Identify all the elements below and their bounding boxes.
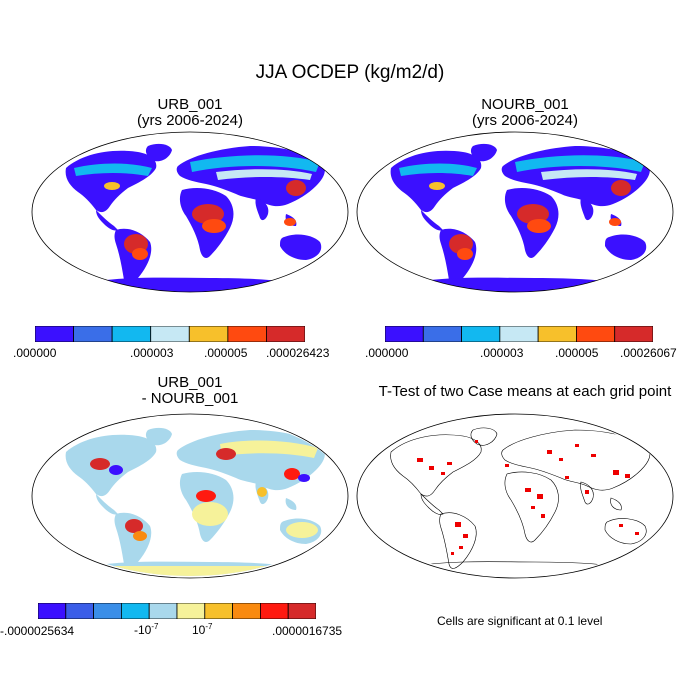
diff-india-orange xyxy=(257,487,267,497)
panel-title-diff-line1: URB_001 xyxy=(157,374,223,391)
colorbar-swatch xyxy=(111,325,152,343)
diff-china-red xyxy=(284,468,300,480)
panel-title-urb-line2: (yrs 2006-2024) xyxy=(137,112,243,129)
colorbar-urb-svg xyxy=(34,325,306,343)
panel-title-urb: URB_001 (yrs 2006-2024) xyxy=(40,97,340,129)
nourb-asia-pale-band xyxy=(541,169,637,180)
map-nourb-svg xyxy=(356,131,674,293)
diff-europe-red xyxy=(216,448,236,460)
diff-africa-yellow xyxy=(192,502,228,526)
urb-asia-boreal-band xyxy=(190,155,320,172)
colorbar-swatch xyxy=(287,602,317,620)
colorbar-swatch xyxy=(576,325,616,343)
colorbar-swatch xyxy=(422,325,462,343)
significant-cells xyxy=(417,440,639,555)
colorbar-diff-svg xyxy=(37,602,317,620)
colorbar-nourb-label-2: .000005 xyxy=(555,346,599,360)
colorbar-urb-label-1: .000003 xyxy=(130,346,174,360)
colorbar-urb xyxy=(34,325,306,343)
colorbar-swatch xyxy=(259,602,289,620)
colorbar-diff-label-3: .0000016735 xyxy=(272,624,343,638)
panel-title-nourb-line1: NOURB_001 xyxy=(481,96,569,113)
colorbar-swatch xyxy=(150,325,190,343)
urb-boreal-band xyxy=(74,163,152,176)
colorbar-swatch xyxy=(65,602,94,620)
diff-us-blue xyxy=(109,465,123,475)
colorbar-swatch xyxy=(188,325,229,343)
nourb-us-spot xyxy=(429,182,445,190)
diff-amazon-orange xyxy=(133,531,147,541)
map-ttest-svg xyxy=(356,413,674,579)
nourb-se-asia-hotspot xyxy=(609,218,621,226)
diff-china-blue xyxy=(298,474,310,482)
colorbar-nourb-label-3: .00026067 xyxy=(620,346,677,360)
diff-africa-red xyxy=(196,490,216,502)
colorbar-swatch xyxy=(34,325,74,343)
colorbar-diff-label-1: -10-7 xyxy=(134,622,158,637)
panel-title-nourb: NOURB_001 (yrs 2006-2024) xyxy=(375,97,675,129)
colorbar-swatch xyxy=(204,602,234,620)
map-diff-svg xyxy=(31,413,349,579)
colorbar-diff xyxy=(37,602,317,620)
panel-title-nourb-line2: (yrs 2006-2024) xyxy=(472,112,578,129)
significance-note: Cells are significant at 0.1 level xyxy=(437,614,603,628)
urb-china-hotspot xyxy=(286,180,306,196)
panel-title-diff-line2: - NOURB_001 xyxy=(141,390,239,407)
figure-title: JJA OCDEP (kg/m2/d) xyxy=(255,62,445,83)
colorbar-diff-label-2-exp: -7 xyxy=(205,622,213,631)
colorbar-nourb-label-0: .000000 xyxy=(365,346,409,360)
colorbar-swatch xyxy=(232,602,261,620)
colorbar-swatch xyxy=(37,602,67,620)
colorbar-nourb-label-1: .000003 xyxy=(480,346,524,360)
urb-se-asia-hotspot xyxy=(284,218,296,226)
colorbar-swatch xyxy=(176,602,206,620)
map-urb xyxy=(30,130,350,296)
nourb-asia-boreal-band xyxy=(515,155,645,172)
diff-asia-yellow xyxy=(220,440,318,458)
colorbar-diff-label-2: 10-7 xyxy=(192,622,212,637)
colorbar-diff-label-2-base: 10 xyxy=(192,623,206,637)
nourb-africa-hotspot xyxy=(517,204,549,224)
panel-title-ttest: T-Test of two Case means at each grid po… xyxy=(378,383,672,400)
urb-africa-orange xyxy=(202,219,226,233)
colorbar-swatch xyxy=(266,325,306,343)
colorbar-swatch xyxy=(121,602,150,620)
map-ttest xyxy=(355,410,675,586)
colorbar-swatch xyxy=(227,325,267,343)
colorbar-swatch xyxy=(614,325,654,343)
colorbar-urb-label-3: .000026423 xyxy=(266,346,330,360)
colorbar-diff-label-1-exp: -7 xyxy=(151,622,159,631)
diff-us-red xyxy=(90,458,110,470)
diff-amazon-red xyxy=(125,519,143,533)
urb-amazon-orange xyxy=(132,248,148,260)
nourb-africa-orange xyxy=(527,219,551,233)
diff-aus-yellow xyxy=(286,522,318,538)
colorbar-urb-label-0: .000000 xyxy=(13,346,57,360)
colorbar-swatch xyxy=(461,325,501,343)
colorbar-swatch xyxy=(148,602,178,620)
colorbar-swatch xyxy=(537,325,577,343)
panel-title-urb-line1: URB_001 xyxy=(157,96,223,113)
colorbar-swatch xyxy=(93,602,122,620)
colorbar-diff-label-1-base: -10 xyxy=(134,623,152,637)
colorbar-nourb-svg xyxy=(384,325,654,343)
map-urb-svg xyxy=(31,131,349,293)
colorbar-diff-label-0: -.0000025634 xyxy=(0,624,75,638)
urb-asia-pale-band xyxy=(216,169,312,180)
map-diff xyxy=(30,410,350,586)
colorbar-swatch xyxy=(499,325,539,343)
nourb-china-hotspot xyxy=(611,180,631,196)
urb-africa-hotspot xyxy=(192,204,224,224)
nourb-boreal-band xyxy=(399,163,477,176)
colorbar-swatch xyxy=(384,325,424,343)
colorbar-swatch xyxy=(73,325,113,343)
panel-title-diff: URB_001 - NOURB_001 xyxy=(40,375,340,407)
nourb-amazon-orange xyxy=(457,248,473,260)
colorbar-nourb xyxy=(384,325,654,343)
colorbar-urb-label-2: .000005 xyxy=(204,346,248,360)
map-nourb xyxy=(355,130,675,296)
urb-us-spot xyxy=(104,182,120,190)
